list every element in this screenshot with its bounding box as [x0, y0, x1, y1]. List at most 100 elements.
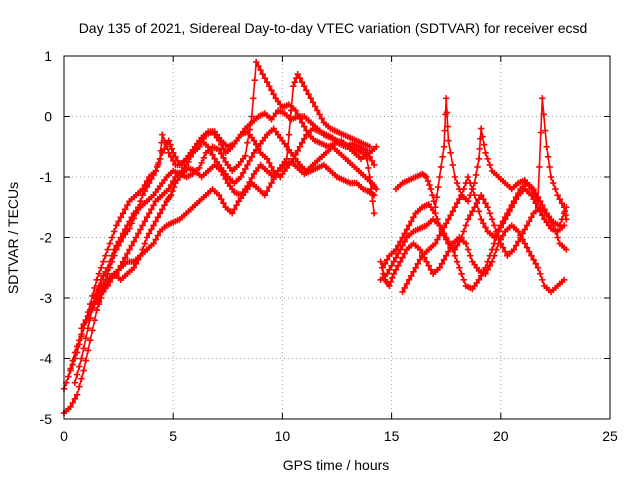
- plus-marker: [266, 183, 273, 191]
- plus-marker: [113, 222, 120, 229]
- plus-marker: [113, 246, 120, 253]
- plus-marker: [550, 179, 557, 187]
- plus-marker: [97, 264, 105, 271]
- plus-marker: [386, 282, 393, 290]
- plus-marker: [132, 210, 140, 217]
- plus-marker: [464, 216, 472, 223]
- plus-marker: [126, 225, 133, 232]
- plus-marker: [285, 131, 293, 138]
- plus-marker: [255, 145, 262, 152]
- plus-marker: [405, 222, 413, 229]
- plus-marker: [73, 371, 81, 378]
- plus-marker: [296, 115, 304, 122]
- plus-marker: [137, 252, 144, 259]
- plus-marker: [501, 214, 509, 221]
- plus-marker: [209, 151, 216, 159]
- plus-marker: [259, 70, 266, 78]
- plus-marker: [477, 125, 485, 132]
- plus-marker: [405, 276, 413, 284]
- plus-marker: [100, 272, 107, 280]
- plus-marker: [139, 246, 146, 253]
- plus-marker: [84, 347, 92, 354]
- plus-marker: [307, 95, 314, 102]
- plus-marker: [451, 246, 459, 253]
- series-trace: [74, 59, 375, 383]
- plus-marker: [87, 337, 94, 344]
- plus-marker: [84, 325, 92, 332]
- plus-marker: [508, 202, 515, 209]
- plus-marker: [434, 236, 441, 243]
- plus-marker: [410, 268, 417, 275]
- plus-marker: [117, 238, 124, 245]
- plus-marker: [497, 240, 504, 247]
- plus-marker: [515, 228, 522, 235]
- plus-marker: [143, 214, 151, 221]
- plus-marker: [482, 149, 489, 156]
- plus-marker: [132, 234, 140, 241]
- plus-marker: [316, 111, 323, 118]
- plus-marker: [552, 228, 559, 235]
- plus-marker: [246, 157, 253, 165]
- plus-marker: [427, 185, 435, 193]
- plus-marker: [486, 262, 494, 269]
- y-axis-label: SDTVAR / TECUs: [5, 182, 21, 294]
- plus-marker: [155, 159, 162, 167]
- plus-marker: [266, 159, 273, 167]
- plus-marker: [67, 403, 74, 411]
- plus-marker: [80, 367, 87, 374]
- plus-marker: [460, 276, 467, 284]
- plus-marker: [469, 185, 476, 193]
- plus-marker: [363, 155, 371, 163]
- plus-marker: [439, 153, 446, 161]
- plus-marker: [100, 258, 107, 265]
- plus-marker: [539, 212, 546, 219]
- plus-marker: [521, 240, 529, 247]
- plus-marker: [399, 234, 406, 241]
- plus-marker: [248, 174, 256, 182]
- plus-marker: [453, 179, 461, 187]
- plus-marker: [491, 240, 498, 247]
- plus-marker: [438, 260, 446, 267]
- plus-marker: [443, 252, 450, 259]
- plus-marker: [397, 238, 404, 245]
- plus-marker: [257, 66, 264, 74]
- plus-marker: [530, 185, 537, 193]
- plus-marker: [394, 262, 402, 269]
- plus-marker: [97, 290, 105, 298]
- plus-marker: [150, 240, 157, 247]
- plus-marker: [477, 216, 485, 223]
- plus-marker: [486, 252, 494, 259]
- plus-marker: [250, 137, 258, 144]
- plus-marker: [111, 252, 118, 259]
- plus-marker: [472, 171, 480, 179]
- plus-marker: [429, 191, 436, 199]
- plus-marker: [467, 179, 474, 187]
- plus-marker: [93, 306, 100, 314]
- plus-marker: [314, 107, 321, 114]
- plus-marker: [390, 270, 397, 277]
- plus-marker: [436, 222, 443, 229]
- plus-marker: [399, 254, 406, 261]
- plus-marker: [392, 246, 400, 253]
- plus-marker: [148, 175, 155, 183]
- plus-marker: [152, 236, 159, 243]
- plus-marker: [542, 127, 549, 134]
- plus-marker: [373, 143, 380, 150]
- plus-marker: [544, 153, 552, 161]
- plus-marker: [445, 216, 452, 223]
- plus-marker: [145, 179, 153, 187]
- plus-marker: [220, 171, 227, 179]
- plus-marker: [67, 365, 74, 372]
- plus-marker: [248, 113, 256, 120]
- plus-marker: [512, 193, 520, 201]
- plus-marker: [392, 266, 400, 273]
- plus-marker: [198, 159, 205, 167]
- plus-marker: [451, 173, 459, 181]
- plus-marker: [443, 109, 451, 116]
- plus-marker: [412, 264, 419, 271]
- plus-marker: [556, 222, 563, 229]
- plus-marker: [143, 183, 151, 191]
- plus-marker: [145, 210, 153, 217]
- plus-marker: [106, 240, 114, 247]
